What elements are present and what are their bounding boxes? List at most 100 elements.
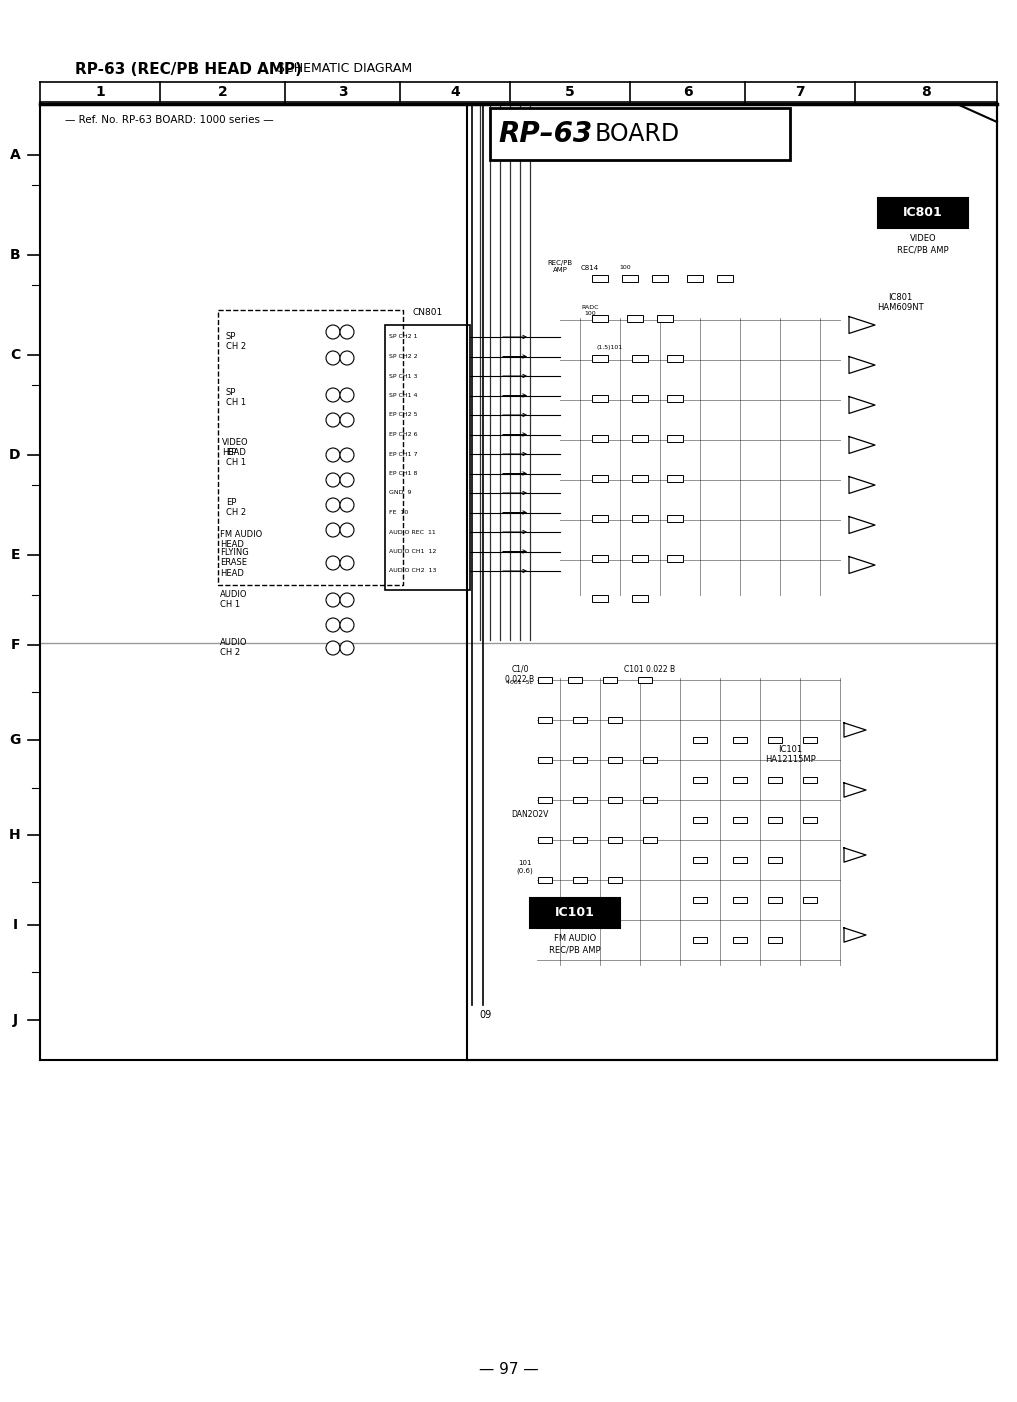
Bar bbox=[592, 394, 608, 401]
Text: GND  9: GND 9 bbox=[388, 491, 412, 495]
Text: 8: 8 bbox=[921, 86, 931, 100]
Bar bbox=[592, 314, 608, 321]
Text: J: J bbox=[12, 1014, 17, 1028]
Text: IC101
HA12115MP: IC101 HA12115MP bbox=[765, 744, 816, 764]
Bar bbox=[667, 355, 683, 362]
Polygon shape bbox=[849, 557, 875, 573]
Text: 1: 1 bbox=[96, 86, 105, 100]
Text: IC801: IC801 bbox=[903, 206, 943, 220]
Text: FLYING
ERASE
HEAD: FLYING ERASE HEAD bbox=[220, 548, 249, 578]
Text: IC801
HAM609NT: IC801 HAM609NT bbox=[877, 293, 923, 313]
Text: B: B bbox=[10, 248, 20, 262]
Bar bbox=[603, 677, 617, 683]
Bar bbox=[627, 314, 643, 321]
Text: C: C bbox=[10, 348, 20, 362]
Bar bbox=[467, 104, 997, 1060]
Bar bbox=[878, 198, 968, 229]
Bar bbox=[803, 777, 817, 782]
Bar bbox=[768, 857, 782, 864]
Bar bbox=[667, 394, 683, 401]
Bar bbox=[667, 474, 683, 481]
Bar bbox=[643, 837, 657, 843]
Text: DAN2O2V: DAN2O2V bbox=[512, 810, 549, 819]
Bar bbox=[538, 878, 552, 883]
Text: I: I bbox=[12, 918, 17, 932]
Bar bbox=[569, 677, 582, 683]
Bar bbox=[538, 716, 552, 723]
Bar bbox=[538, 796, 552, 803]
Circle shape bbox=[340, 350, 354, 365]
Text: IC101: IC101 bbox=[555, 907, 595, 920]
Polygon shape bbox=[844, 848, 866, 862]
Bar bbox=[573, 796, 587, 803]
Bar bbox=[538, 677, 552, 683]
Polygon shape bbox=[849, 477, 875, 494]
Text: FM AUDIO
REC/PB AMP: FM AUDIO REC/PB AMP bbox=[549, 934, 601, 955]
Text: VIDEO
HEAD: VIDEO HEAD bbox=[222, 437, 248, 457]
Text: 4001  5c: 4001 5c bbox=[506, 680, 534, 686]
Bar bbox=[733, 897, 747, 903]
Text: RP-63 (REC/PB HEAD AMP): RP-63 (REC/PB HEAD AMP) bbox=[75, 62, 302, 77]
Bar bbox=[592, 435, 608, 442]
Text: AUDIO
CH 2: AUDIO CH 2 bbox=[220, 638, 247, 658]
Bar bbox=[768, 737, 782, 743]
Bar bbox=[490, 108, 790, 160]
Bar bbox=[632, 435, 648, 442]
Text: C814: C814 bbox=[581, 265, 599, 271]
Text: F: F bbox=[10, 638, 19, 652]
Text: (1.5)101: (1.5)101 bbox=[597, 345, 623, 350]
Polygon shape bbox=[849, 397, 875, 414]
Text: AUDIO CH1  12: AUDIO CH1 12 bbox=[388, 550, 436, 554]
Text: FE  10: FE 10 bbox=[388, 510, 408, 515]
Bar bbox=[693, 897, 707, 903]
Text: EP
CH 1: EP CH 1 bbox=[226, 449, 246, 467]
Text: C1/0
0.022 B: C1/0 0.022 B bbox=[505, 665, 535, 684]
Text: AUDIO REC  11: AUDIO REC 11 bbox=[388, 530, 435, 534]
Text: SCHEMATIC DIAGRAM: SCHEMATIC DIAGRAM bbox=[273, 62, 412, 74]
Text: H: H bbox=[9, 829, 20, 843]
Text: SP CH1 4: SP CH1 4 bbox=[388, 393, 418, 398]
Text: EP CH2 6: EP CH2 6 bbox=[388, 432, 418, 437]
Bar bbox=[768, 937, 782, 944]
Text: FM AUDIO
HEAD: FM AUDIO HEAD bbox=[220, 530, 262, 550]
Bar bbox=[638, 677, 652, 683]
Text: A: A bbox=[9, 149, 20, 163]
Text: — 97 —: — 97 — bbox=[479, 1361, 538, 1377]
Text: 7: 7 bbox=[795, 86, 804, 100]
Bar bbox=[632, 394, 648, 401]
Bar bbox=[733, 857, 747, 864]
Text: G: G bbox=[9, 733, 20, 747]
Bar bbox=[768, 817, 782, 823]
Text: RADC
100: RADC 100 bbox=[582, 306, 599, 315]
Bar bbox=[693, 937, 707, 944]
Bar bbox=[657, 314, 673, 321]
Polygon shape bbox=[849, 317, 875, 334]
Circle shape bbox=[340, 523, 354, 537]
Text: — Ref. No. RP-63 BOARD: 1000 series —: — Ref. No. RP-63 BOARD: 1000 series — bbox=[65, 115, 274, 125]
Bar bbox=[803, 737, 817, 743]
Circle shape bbox=[326, 593, 340, 607]
Bar bbox=[693, 777, 707, 782]
Text: AUDIO CH2  13: AUDIO CH2 13 bbox=[388, 568, 436, 573]
Bar bbox=[608, 796, 622, 803]
Bar bbox=[592, 555, 608, 561]
Bar bbox=[643, 757, 657, 763]
Circle shape bbox=[326, 557, 340, 571]
Circle shape bbox=[340, 557, 354, 571]
Text: 5: 5 bbox=[565, 86, 575, 100]
Text: C101 0.022 B: C101 0.022 B bbox=[624, 665, 675, 674]
Bar bbox=[608, 837, 622, 843]
Text: 101
(0.6): 101 (0.6) bbox=[517, 859, 533, 873]
Polygon shape bbox=[844, 782, 866, 798]
Circle shape bbox=[340, 593, 354, 607]
Text: EP CH2 5: EP CH2 5 bbox=[388, 412, 418, 418]
Bar bbox=[385, 325, 470, 590]
Circle shape bbox=[326, 388, 340, 402]
Bar bbox=[573, 878, 587, 883]
Circle shape bbox=[340, 449, 354, 463]
Text: EP CH1 8: EP CH1 8 bbox=[388, 471, 417, 477]
Circle shape bbox=[326, 350, 340, 365]
Bar bbox=[538, 837, 552, 843]
Circle shape bbox=[340, 641, 354, 655]
Bar bbox=[667, 555, 683, 561]
